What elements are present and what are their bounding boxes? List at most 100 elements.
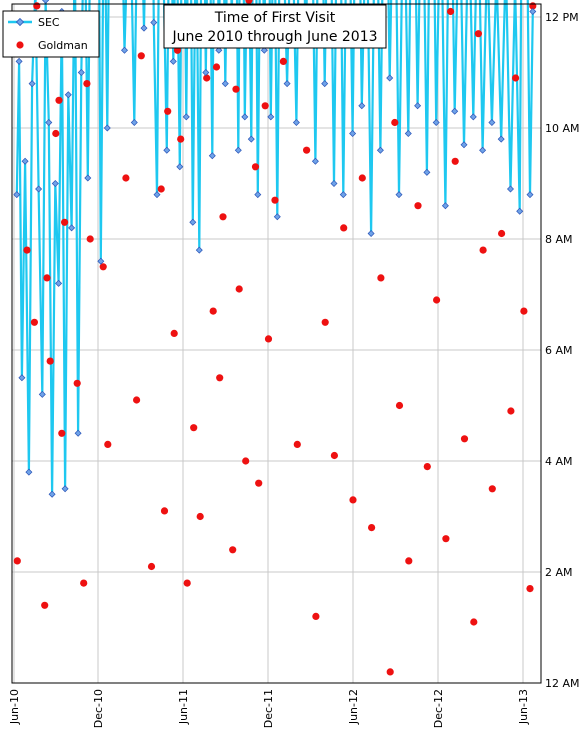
goldman-point	[216, 374, 224, 382]
goldman-point	[358, 174, 366, 182]
goldman-point	[433, 296, 441, 304]
goldman-point	[279, 57, 287, 65]
goldman-point	[196, 512, 204, 521]
sec-point	[260, 46, 268, 54]
sec-point	[507, 185, 514, 193]
goldman-point	[61, 218, 69, 226]
sec-point	[208, 152, 216, 160]
sec-point	[254, 191, 262, 199]
goldman-point	[73, 379, 81, 387]
sec-point	[35, 185, 43, 193]
sec-point	[38, 390, 46, 398]
goldman-point	[470, 618, 478, 626]
x-tick-label: Jun-11	[177, 689, 190, 725]
goldman-point	[80, 579, 88, 587]
goldman-point	[414, 202, 422, 210]
goldman-point	[395, 401, 404, 410]
goldman-point	[55, 96, 63, 104]
goldman-point	[170, 329, 178, 337]
sec-point	[292, 119, 300, 126]
x-tick-label: Jun-13	[517, 689, 530, 725]
goldman-point	[507, 407, 515, 415]
goldman-point	[447, 7, 455, 16]
goldman-point	[377, 274, 385, 282]
sec-point	[441, 202, 449, 210]
goldman-point	[183, 579, 191, 587]
sec-point	[460, 141, 468, 149]
sec-point	[349, 130, 357, 137]
legend-sec-label: SEC	[38, 16, 60, 29]
sec-point	[48, 490, 56, 498]
goldman-point	[147, 562, 156, 571]
y-tick-label: 4 AM	[545, 455, 573, 468]
sec-point	[247, 135, 255, 143]
sec-line	[15, 0, 534, 496]
goldman-point	[133, 396, 141, 404]
sec-point	[529, 8, 537, 15]
sec-point	[404, 130, 412, 137]
sec-point	[169, 57, 177, 65]
goldman-point	[264, 335, 273, 343]
goldman-point	[312, 612, 320, 621]
goldman-point	[242, 457, 250, 465]
sec-point	[195, 246, 203, 254]
sec-point	[130, 119, 138, 126]
legend: SEC Goldman	[2, 10, 100, 58]
goldman-point	[52, 129, 60, 138]
sec-point	[267, 113, 275, 121]
goldman-point	[251, 163, 260, 171]
goldman-point	[160, 507, 169, 515]
goldman-point	[423, 463, 431, 471]
goldman-point	[229, 546, 237, 554]
goldman-point	[137, 52, 145, 60]
goldman-point	[232, 85, 240, 93]
sec-point	[432, 119, 440, 126]
goldman-point	[460, 435, 469, 443]
sec-point	[339, 191, 347, 199]
sec-point	[202, 69, 210, 76]
goldman-point	[520, 307, 528, 315]
sec-point	[45, 119, 53, 126]
sec-point	[311, 157, 319, 165]
sec-point	[497, 135, 505, 143]
goldman-point	[235, 285, 243, 293]
legend-goldman-marker-swatch	[16, 41, 24, 49]
chart-title-line-1: Time of First Visit	[214, 10, 336, 26]
legend-goldman-label: Goldman	[38, 39, 88, 52]
goldman-point	[386, 668, 394, 676]
goldman-point	[488, 485, 496, 493]
goldman-point	[474, 30, 482, 38]
goldman-point	[303, 146, 311, 154]
sec-point	[150, 19, 158, 26]
sec-point	[140, 24, 148, 32]
sec-point	[28, 80, 36, 88]
goldman-point	[442, 535, 450, 543]
goldman-point	[30, 318, 38, 326]
goldman-point	[23, 246, 31, 254]
sec-point	[526, 191, 534, 199]
sec-point	[21, 157, 29, 165]
y-tick-label: 8 AM	[545, 233, 573, 246]
sec-point	[283, 80, 291, 88]
goldman-point	[255, 479, 263, 487]
sec-point	[64, 91, 72, 99]
sec-point	[18, 374, 26, 382]
sec-point	[42, 0, 50, 4]
sec-point	[51, 180, 59, 187]
sec-point	[68, 224, 76, 232]
goldman-point	[46, 357, 54, 365]
goldman-point	[83, 80, 91, 88]
goldman-point	[122, 174, 130, 182]
sec-series-line	[15, 0, 534, 496]
goldman-point	[203, 74, 211, 82]
goldman-point	[164, 107, 172, 115]
goldman-point	[511, 74, 520, 82]
goldman-point	[99, 263, 107, 271]
x-tick-label: Dec-10	[92, 689, 105, 728]
sec-point	[176, 163, 184, 171]
goldman-point	[498, 229, 506, 238]
sec-point	[189, 218, 197, 226]
sec-point	[182, 113, 190, 121]
